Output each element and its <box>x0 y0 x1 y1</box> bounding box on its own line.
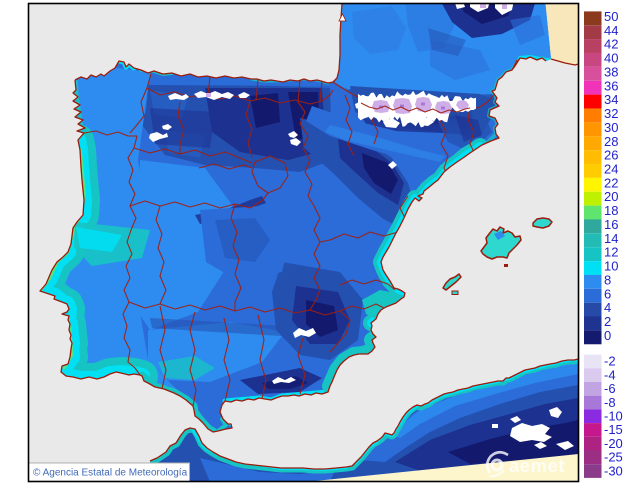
svg-text:2: 2 <box>604 314 611 329</box>
svg-text:0: 0 <box>604 328 611 343</box>
svg-text:16: 16 <box>604 217 618 232</box>
svg-text:44: 44 <box>604 23 618 38</box>
svg-text:38: 38 <box>604 64 618 79</box>
svg-text:4: 4 <box>604 300 611 315</box>
svg-text:36: 36 <box>604 78 618 93</box>
svg-text:28: 28 <box>604 134 618 149</box>
svg-text:aemet: aemet <box>509 455 565 476</box>
svg-text:-15: -15 <box>604 422 623 437</box>
svg-text:14: 14 <box>604 231 618 246</box>
svg-text:18: 18 <box>604 203 618 218</box>
svg-text:42: 42 <box>604 37 618 52</box>
svg-text:10: 10 <box>604 259 618 274</box>
svg-text:-10: -10 <box>604 409 623 424</box>
svg-text:20: 20 <box>604 189 618 204</box>
svg-text:8: 8 <box>604 273 611 288</box>
svg-text:30: 30 <box>604 120 618 135</box>
svg-text:32: 32 <box>604 106 618 121</box>
svg-text:-20: -20 <box>604 436 623 451</box>
svg-text:40: 40 <box>604 51 618 66</box>
svg-text:-4: -4 <box>604 367 616 382</box>
svg-text:24: 24 <box>604 162 618 177</box>
svg-text:50: 50 <box>604 9 618 24</box>
svg-text:-30: -30 <box>604 463 623 478</box>
svg-text:-25: -25 <box>604 450 623 465</box>
svg-text:12: 12 <box>604 245 618 260</box>
svg-text:-2: -2 <box>604 354 616 369</box>
svg-text:-6: -6 <box>604 381 616 396</box>
svg-text:6: 6 <box>604 286 611 301</box>
svg-text:34: 34 <box>604 92 618 107</box>
svg-text:-8: -8 <box>604 395 616 410</box>
svg-text:© Agencia Estatal de Meteorolo: © Agencia Estatal de Meteorología <box>33 468 188 479</box>
svg-text:26: 26 <box>604 148 618 163</box>
svg-text:22: 22 <box>604 175 618 190</box>
